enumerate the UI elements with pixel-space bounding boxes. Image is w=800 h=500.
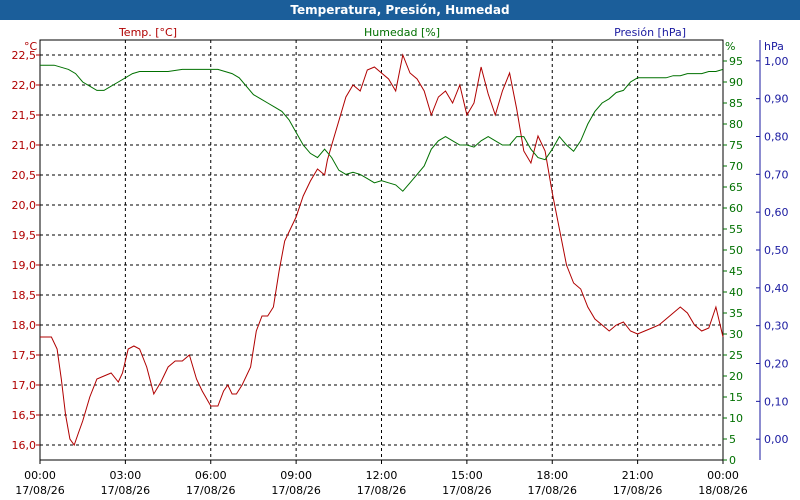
x-tick-time: 00:00 <box>24 469 56 482</box>
x-tick-time: 15:00 <box>451 469 483 482</box>
temp-tick-label: 21,5 <box>12 109 37 122</box>
x-tick-date: 17/08/26 <box>357 484 406 497</box>
x-tick-time: 00:00 <box>707 469 739 482</box>
temp-tick-label: 19,0 <box>12 259 37 272</box>
x-tick-date: 17/08/26 <box>613 484 662 497</box>
chart-title: Temperatura, Presión, Humedad <box>290 3 510 17</box>
axis-layer <box>36 40 761 464</box>
x-tick-date: 18/08/26 <box>698 484 747 497</box>
hum-unit-label: % <box>725 40 735 53</box>
x-tick-time: 12:00 <box>366 469 398 482</box>
label-layer: 16,0 16,5 17,0 17,5 18,0 18,5 19,0 19,5 20,0 20,5… <box>12 26 789 497</box>
temp-tick-label: 16,0 <box>12 439 37 452</box>
temp-tick-label: 19,5 <box>12 229 37 242</box>
hum-tick-label: 40 <box>729 286 743 299</box>
pres-tick-label: 0,70 <box>764 168 789 181</box>
pres-tick-label: 0,30 <box>764 320 789 333</box>
temp-tick-label: 22,0 <box>12 79 37 92</box>
chart-background <box>0 20 800 500</box>
pres-tick-label: 0,20 <box>764 358 789 371</box>
series-layer <box>40 53 724 447</box>
x-tick-date: 17/08/26 <box>271 484 320 497</box>
temp-tick-label: 17,5 <box>12 349 37 362</box>
temp-tick-label: 20,0 <box>12 199 37 212</box>
hum-tick-label: 25 <box>729 349 743 362</box>
x-tick-date: 17/08/26 <box>186 484 235 497</box>
legend-temp: Temp. [°C] <box>118 26 177 39</box>
temp-tick-label: 20,5 <box>12 169 37 182</box>
pres-tick-label: 0,00 <box>764 433 789 446</box>
hum-tick-label: 85 <box>729 97 743 110</box>
temp-tick-label: 22,5 <box>12 49 37 62</box>
series-line-temp <box>40 53 724 447</box>
x-tick-date: 17/08/26 <box>442 484 491 497</box>
hum-tick-label: 90 <box>729 76 743 89</box>
hum-tick-label: 70 <box>729 160 743 173</box>
chart-area: 16,0 16,5 17,0 17,5 18,0 18,5 19,0 19,5 20,0 20,5… <box>0 20 800 500</box>
pres-tick-label: 1,00 <box>764 55 789 68</box>
x-tick-time: 21:00 <box>622 469 654 482</box>
hum-tick-label: 55 <box>729 223 743 236</box>
temp-tick-label: 21,0 <box>12 139 37 152</box>
hum-tick-label: 10 <box>729 412 743 425</box>
x-tick-date: 17/08/26 <box>15 484 64 497</box>
hum-tick-label: 50 <box>729 244 743 257</box>
pres-tick-label: 0,60 <box>764 206 789 219</box>
chart-title-bar: Temperatura, Presión, Humedad <box>0 0 800 20</box>
pres-tick-label: 0,50 <box>764 244 789 257</box>
pres-tick-label: 0,40 <box>764 282 789 295</box>
hum-tick-label: 45 <box>729 265 743 278</box>
pres-tick-label: 0,10 <box>764 395 789 408</box>
legend-pressure: Presión [hPa] <box>614 26 686 39</box>
x-tick-time: 06:00 <box>195 469 227 482</box>
hum-tick-label: 35 <box>729 307 743 320</box>
legend-humidity: Humedad [%] <box>364 26 440 39</box>
hum-tick-label: 60 <box>729 202 743 215</box>
x-tick-time: 03:00 <box>110 469 142 482</box>
hum-tick-label: 80 <box>729 118 743 131</box>
series-line-hum <box>40 64 724 192</box>
pres-tick-label: 0,90 <box>764 93 789 106</box>
grid-lines <box>40 40 723 460</box>
hum-tick-label: 5 <box>729 433 736 446</box>
x-tick-date: 17/08/26 <box>528 484 577 497</box>
hum-tick-label: 30 <box>729 328 743 341</box>
hum-tick-label: 75 <box>729 139 743 152</box>
hum-tick-label: 95 <box>729 55 743 68</box>
temp-tick-label: 18,5 <box>12 289 37 302</box>
temp-unit-label: °C <box>24 40 38 53</box>
hum-tick-label: 15 <box>729 391 743 404</box>
pres-unit-label: hPa <box>764 40 784 53</box>
hum-tick-label: 65 <box>729 181 743 194</box>
pres-tick-label: 0,80 <box>764 130 789 143</box>
hum-tick-label: 0 <box>729 454 736 467</box>
temp-tick-label: 17,0 <box>12 379 37 392</box>
x-tick-date: 17/08/26 <box>101 484 150 497</box>
x-tick-time: 18:00 <box>536 469 568 482</box>
hum-tick-label: 20 <box>729 370 743 383</box>
temp-tick-label: 18,0 <box>12 319 37 332</box>
x-tick-time: 09:00 <box>280 469 312 482</box>
temp-tick-label: 16,5 <box>12 409 37 422</box>
